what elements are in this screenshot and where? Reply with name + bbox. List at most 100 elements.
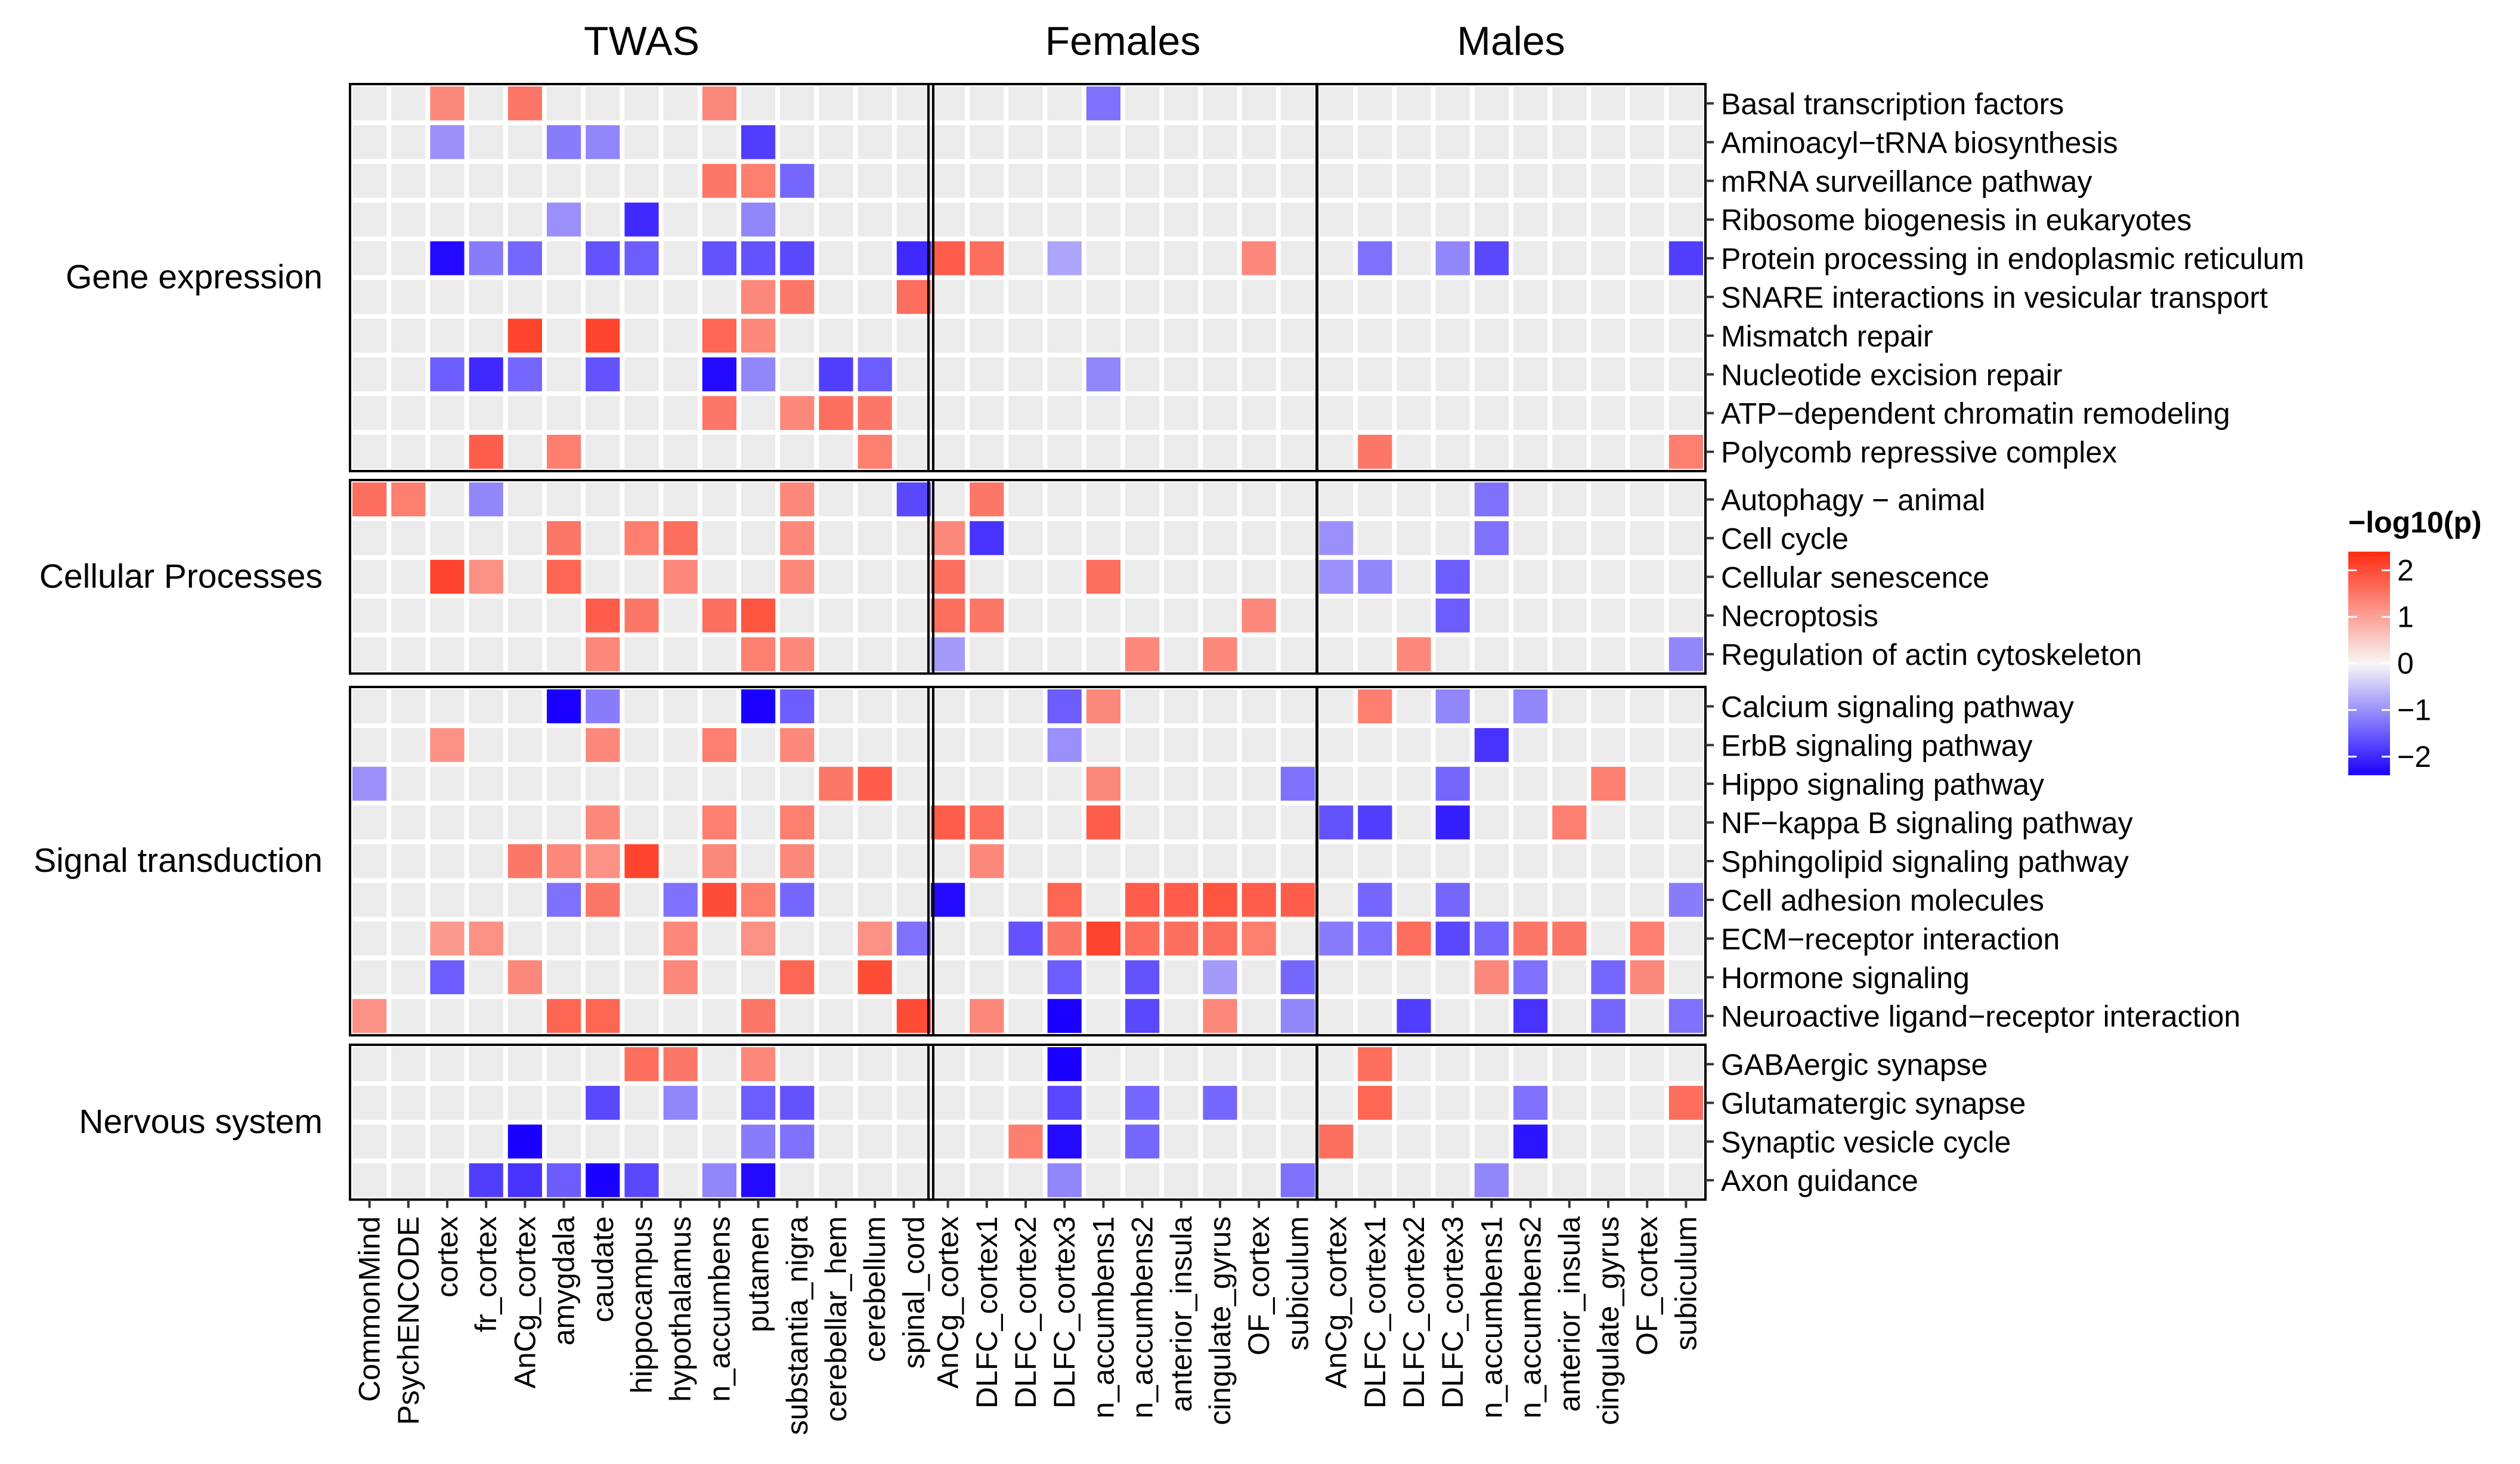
heatmap-cell bbox=[1630, 1047, 1664, 1081]
heatmap-cell bbox=[1435, 86, 1470, 120]
heatmap-cell bbox=[1358, 435, 1392, 469]
heatmap-cell bbox=[1513, 559, 1548, 594]
heatmap-cell bbox=[931, 125, 965, 159]
column-label: DLFC_cortex1 bbox=[970, 1217, 1004, 1409]
heatmap-cell bbox=[1047, 125, 1082, 159]
row-label: Polycomb repressive complex bbox=[1721, 436, 2117, 469]
heatmap-cell bbox=[896, 689, 931, 723]
column-label: cortex bbox=[431, 1217, 464, 1298]
heatmap-cell bbox=[1047, 202, 1082, 237]
heatmap-cell bbox=[1047, 999, 1082, 1033]
column-label: OF_cortex bbox=[1242, 1217, 1276, 1355]
heatmap-cell bbox=[1513, 637, 1548, 671]
heatmap-cell bbox=[1591, 280, 1626, 314]
heatmap-cell bbox=[931, 689, 965, 723]
heatmap-cell bbox=[547, 637, 581, 671]
heatmap-cell bbox=[1164, 318, 1199, 353]
row-label: Basal transcription factors bbox=[1721, 87, 2064, 120]
column-label: n_accumbens2 bbox=[1126, 1217, 1159, 1419]
heatmap-cell bbox=[857, 728, 892, 762]
heatmap-cell bbox=[702, 883, 736, 917]
heatmap-cell bbox=[663, 1085, 698, 1120]
panel-title: Females bbox=[1045, 18, 1201, 64]
heatmap-cell bbox=[970, 1047, 1004, 1081]
heatmap-cell bbox=[547, 482, 581, 516]
heatmap-cell bbox=[1047, 482, 1082, 516]
heatmap-cell bbox=[469, 435, 503, 469]
heatmap-cell bbox=[1668, 960, 1703, 995]
heatmap-cell bbox=[780, 883, 815, 917]
heatmap-cell bbox=[1630, 559, 1664, 594]
heatmap-cell bbox=[931, 202, 965, 237]
group-label: Signal transduction bbox=[33, 841, 323, 880]
heatmap-cell bbox=[1474, 435, 1509, 469]
heatmap-cell bbox=[624, 883, 659, 917]
heatmap-cell bbox=[1280, 435, 1315, 469]
heatmap-cell bbox=[1280, 1085, 1315, 1120]
heatmap-cell bbox=[1591, 435, 1626, 469]
heatmap-cell bbox=[819, 435, 853, 469]
heatmap-cell bbox=[586, 482, 620, 516]
heatmap-cell bbox=[1203, 921, 1237, 956]
heatmap-cell bbox=[469, 202, 503, 237]
heatmap-cell bbox=[1086, 1047, 1120, 1081]
heatmap-cell bbox=[547, 1047, 581, 1081]
heatmap-cell bbox=[819, 637, 853, 671]
heatmap-cell bbox=[663, 482, 698, 516]
heatmap-cell bbox=[1668, 482, 1703, 516]
group-label: Gene expression bbox=[66, 258, 323, 296]
heatmap-cell bbox=[1319, 482, 1354, 516]
heatmap-cell bbox=[1203, 999, 1237, 1033]
heatmap-cell bbox=[1435, 280, 1470, 314]
heatmap-cell bbox=[1513, 241, 1548, 276]
heatmap-cell bbox=[1319, 598, 1354, 633]
heatmap-cell bbox=[507, 521, 542, 555]
heatmap-cell bbox=[702, 1085, 736, 1120]
heatmap-cell bbox=[1435, 521, 1470, 555]
heatmap-cell bbox=[1047, 1124, 1082, 1159]
heatmap-cell bbox=[1668, 521, 1703, 555]
heatmap-cell bbox=[857, 1047, 892, 1081]
heatmap-cell bbox=[547, 86, 581, 120]
heatmap-cell bbox=[663, 637, 698, 671]
heatmap-cell bbox=[896, 766, 931, 801]
row-label: Aminoacyl−tRNA biosynthesis bbox=[1721, 126, 2118, 159]
heatmap-cell bbox=[1668, 280, 1703, 314]
column-label: subiculum bbox=[1669, 1217, 1702, 1351]
heatmap-cell bbox=[931, 883, 965, 917]
heatmap-cell bbox=[1552, 318, 1587, 353]
heatmap-cell bbox=[352, 125, 387, 159]
heatmap-cell bbox=[352, 1163, 387, 1197]
heatmap-cell bbox=[857, 357, 892, 392]
heatmap-cell bbox=[780, 689, 815, 723]
heatmap-cell bbox=[1125, 637, 1160, 671]
heatmap-cell bbox=[1047, 435, 1082, 469]
heatmap-cell bbox=[1474, 202, 1509, 237]
heatmap-cell bbox=[1397, 521, 1431, 555]
heatmap-cell bbox=[624, 318, 659, 353]
heatmap-cell bbox=[547, 202, 581, 237]
heatmap-cell bbox=[469, 482, 503, 516]
heatmap-cell bbox=[1630, 728, 1664, 762]
legend-tick-label: −2 bbox=[2397, 740, 2431, 773]
heatmap-cell bbox=[391, 318, 426, 353]
heatmap-cell bbox=[352, 960, 387, 995]
heatmap-cell bbox=[391, 86, 426, 120]
heatmap-cell bbox=[430, 1163, 465, 1197]
heatmap-cell bbox=[1280, 844, 1315, 878]
heatmap-cell bbox=[1047, 728, 1082, 762]
heatmap-cell bbox=[1552, 357, 1587, 392]
heatmap-cell bbox=[663, 318, 698, 353]
heatmap-cell bbox=[1008, 280, 1043, 314]
heatmap-cell bbox=[931, 521, 965, 555]
legend-tick-label: 0 bbox=[2397, 647, 2414, 680]
heatmap-cell bbox=[1358, 1163, 1392, 1197]
heatmap-cell bbox=[663, 844, 698, 878]
column-label: anterior_insula bbox=[1553, 1216, 1586, 1412]
heatmap-cell bbox=[741, 766, 776, 801]
heatmap-cell bbox=[1630, 202, 1664, 237]
heatmap-cell bbox=[547, 883, 581, 917]
heatmap-cell bbox=[702, 999, 736, 1033]
heatmap-cell bbox=[430, 163, 465, 198]
heatmap-cell bbox=[507, 728, 542, 762]
